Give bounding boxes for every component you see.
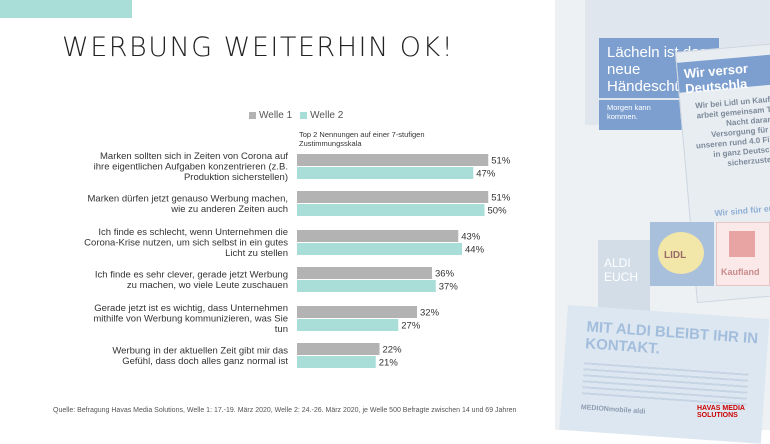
category-label-line: Gefühl, dass doch alles ganz normal ist (122, 356, 288, 367)
bar-welle-2 (297, 356, 376, 368)
bar-welle-1 (297, 267, 432, 279)
bar-welle-1 (297, 154, 489, 166)
data-label: 21% (379, 358, 399, 369)
ad-lidl-kaufland-band: Wir versor Deutschla (676, 53, 770, 96)
category-label-line: Ich finde es schlecht, wenn Unternehmen … (98, 227, 288, 238)
data-label: 27% (401, 321, 421, 332)
ad-aldi-kontakt-headline: MIT ALDI BLEIBT IHR IN KONTAKT. (584, 318, 759, 358)
bar-welle-2 (297, 243, 462, 255)
category-label-line: Licht zu stellen (225, 248, 288, 259)
ad-aldi-kontakt-brand: MEDIONmobile aldi (580, 404, 646, 416)
category-label-line: Produktion sicherstellen) (184, 172, 288, 183)
lidl-logo-circle (658, 232, 704, 274)
legend-item-welle-2: Welle 2 (300, 110, 343, 121)
legend-swatch-welle-1 (249, 112, 256, 119)
bar-chart: Marken sollten sich in Zeiten von Corona… (84, 151, 511, 369)
category-label: Ich finde es sehr clever, gerade jetzt W… (95, 269, 288, 291)
data-label: 50% (488, 206, 508, 217)
legend-label-welle-1: Welle 1 (259, 110, 293, 121)
category-label: Marken sollten sich in Zeiten von Corona… (94, 151, 289, 183)
data-label: 43% (461, 232, 481, 243)
havas-logo: HAVAS MEDIA SOLUTIONS (697, 405, 745, 419)
category-label-line: Ich finde es sehr clever, gerade jetzt W… (95, 269, 288, 280)
havas-logo-line1: HAVAS MEDIA (697, 405, 745, 412)
chart-legend: Welle 1 Welle 2 (249, 110, 343, 121)
bar-welle-2 (297, 280, 436, 292)
ad-aldi-kontakt: MIT ALDI BLEIBT IHR IN KONTAKT. MEDIONmo… (559, 305, 770, 444)
aldi-logo-text: ALDI EUCH (604, 256, 639, 284)
bar-welle-2 (297, 204, 485, 216)
scale-note: Top 2 Nennungen auf einer 7-stufigen Zus… (299, 130, 425, 148)
bar-welle-1 (297, 230, 459, 242)
source-note: Quelle: Befragung Havas Media Solutions,… (53, 407, 517, 414)
ad-aldi-kontakt-body (581, 358, 749, 410)
kaufland-logo: Kaufland (716, 222, 770, 286)
legend-swatch-welle-2 (300, 112, 308, 119)
bar-welle-2 (297, 319, 399, 331)
aldi-logo: ALDI EUCH (598, 240, 650, 320)
data-label: 22% (383, 345, 403, 356)
bar-welle-2 (297, 167, 474, 179)
category-label-line: zu machen, wo viele Leute zuschauen (127, 280, 288, 291)
page-title: WERBUNG WEITERHIN OK! (62, 32, 455, 63)
kaufland-logo-mark (729, 231, 755, 257)
data-label: 51% (491, 156, 511, 167)
legend-item-welle-1: Welle 1 (249, 110, 292, 121)
category-label-line: Marken sollten sich in Zeiten von Corona… (100, 151, 288, 162)
category-label: Ich finde es schlecht, wenn Unternehmen … (84, 227, 288, 259)
data-label: 36% (435, 269, 455, 280)
category-label-line: ihre eigentlichen Aufgaben konzentrieren… (94, 162, 288, 173)
kaufland-logo-text: Kaufland (721, 267, 760, 277)
data-label: 37% (439, 282, 459, 293)
ad-lidl-kaufland-foot: Wir sind für euch da (714, 201, 770, 219)
data-label: 44% (465, 245, 485, 256)
bar-welle-1 (297, 343, 380, 355)
category-label: Werbung in der aktuellen Zeit gibt mir d… (112, 345, 288, 367)
ad-laecheln-sub: Morgen kann kommen. (599, 100, 689, 130)
data-label: 47% (476, 169, 496, 180)
data-label: 51% (491, 193, 511, 204)
category-label: Gerade jetzt ist es wichtig, dass Untern… (93, 303, 288, 335)
category-label-line: Marken dürfen jetzt genauso Werbung mach… (88, 193, 289, 204)
bar-welle-1 (297, 306, 417, 318)
category-label-line: Corona-Krise nutzen, um sich selbst in e… (84, 238, 288, 249)
category-label-line: wie zu anderen Zeiten auch (170, 204, 288, 215)
lidl-logo: LIDL (650, 222, 714, 286)
lidl-logo-text: LIDL (664, 250, 687, 261)
accent-bar (0, 0, 132, 18)
havas-logo-line2: SOLUTIONS (697, 412, 738, 419)
legend-label-welle-2: Welle 2 (310, 110, 344, 121)
category-label-line: mithilfe von Werbung kommunizieren, was … (93, 314, 288, 325)
ad-lidl-kaufland-body: Wir bei Lidl un Kaufland arbeit gemeinsa… (694, 93, 770, 168)
category-label: Marken dürfen jetzt genauso Werbung mach… (88, 193, 289, 215)
category-label-line: Gerade jetzt ist es wichtig, dass Untern… (94, 303, 288, 314)
data-label: 32% (420, 308, 440, 319)
category-label-line: Werbung in der aktuellen Zeit gibt mir d… (112, 345, 288, 356)
category-label-line: tun (275, 324, 288, 335)
bar-welle-1 (297, 191, 489, 203)
